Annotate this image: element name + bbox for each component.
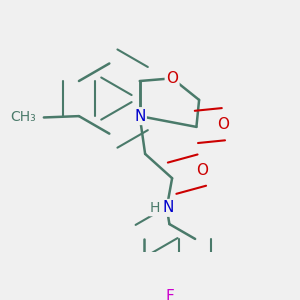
Text: F: F (165, 290, 174, 300)
Text: CH₃: CH₃ (10, 110, 36, 124)
Text: O: O (166, 71, 178, 86)
Text: N: N (134, 109, 146, 124)
Text: O: O (218, 117, 230, 132)
Text: H: H (149, 201, 160, 215)
Text: N: N (162, 200, 174, 215)
Text: O: O (196, 163, 208, 178)
